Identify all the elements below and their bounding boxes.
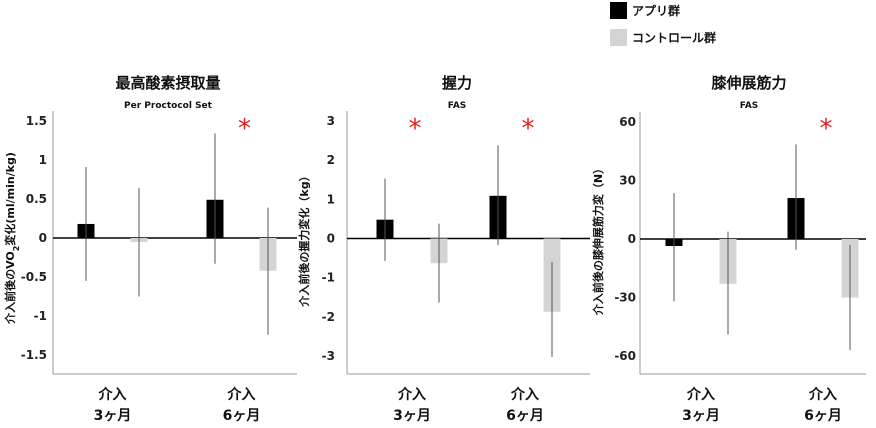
- y-tick-label: 0: [327, 232, 335, 246]
- y-tick-label: 60: [619, 115, 636, 129]
- chart-title: 膝伸展筋力: [711, 74, 786, 92]
- chart-subtitle: Per Proctocol Set: [124, 101, 213, 111]
- category-label-line2: 3ヶ月: [393, 408, 431, 424]
- y-axis-label: 介入前後の握力変化（kg）: [297, 170, 311, 307]
- y-tick-label: -2: [322, 310, 335, 324]
- category-label-line2: 3ヶ月: [682, 408, 720, 424]
- legend-label-1: アプリ群: [632, 3, 680, 18]
- chart-subtitle: FAS: [740, 101, 759, 111]
- chart-title: 最高酸素摂取量: [115, 74, 220, 92]
- y-tick-label: -1: [322, 271, 335, 285]
- category-label-line2: 3ヶ月: [94, 408, 132, 424]
- y-axis-label-part: 介入前後の握力変化（kg）: [297, 170, 311, 307]
- y-tick-label: 2: [327, 153, 335, 167]
- y-tick-label: 0: [39, 231, 47, 245]
- y-tick-label: -0.5: [21, 270, 47, 284]
- category-label-line1: 介入: [98, 386, 127, 403]
- category-label-line1: 介入: [397, 386, 426, 403]
- legend-swatch-1: [610, 2, 627, 19]
- y-tick-label: -1: [34, 309, 47, 323]
- y-tick-label: 1: [327, 192, 335, 206]
- y-tick-label: 0.5: [26, 192, 47, 206]
- legend-swatch-2: [610, 29, 627, 46]
- y-tick-label: -3: [322, 349, 335, 363]
- y-axis-label-part: 介入前後の膝伸展筋力変（N）: [591, 163, 605, 316]
- significance-star: *: [238, 114, 251, 144]
- legend-label-2: コントロール群: [632, 30, 716, 45]
- chart-subtitle: FAS: [448, 101, 467, 111]
- y-tick-label: 0: [628, 232, 636, 246]
- chart-title: 握力: [442, 74, 472, 92]
- category-label-line2: 6ヶ月: [804, 408, 842, 424]
- y-axis-label-part: 変化(ml/min/kg): [3, 152, 17, 246]
- category-label-line1: 介入: [227, 386, 256, 403]
- significance-star: *: [409, 114, 422, 144]
- y-tick-label: 30: [619, 174, 636, 188]
- category-label-line1: 介入: [686, 386, 715, 403]
- significance-star: *: [820, 114, 833, 144]
- y-tick-label: -1.5: [21, 348, 47, 362]
- y-axis-label-part: 介入前後のVO: [3, 251, 17, 325]
- y-tick-label: -60: [614, 349, 636, 363]
- category-label-line1: 介入: [510, 386, 539, 403]
- chart-panel-1: 最高酸素摂取量 Per Proctocol Set -1.5 -1 -0.5 0 0.5 1 1…: [3, 74, 297, 424]
- y-axis-label: 介入前後の膝伸展筋力変（N）: [591, 163, 605, 316]
- y-axis-label-part: 2: [12, 246, 21, 252]
- significance-star: *: [522, 114, 535, 144]
- category-label-line2: 6ヶ月: [506, 408, 544, 424]
- chart-panel-2: 握力 FAS -3 -2 -1 0 1 2 3 介入前後の握力変化（kg） * * 介入 3ヶ月 介入 6ヶ月: [297, 74, 590, 424]
- y-tick-label: 1.5: [26, 114, 47, 128]
- y-tick-label: -30: [614, 291, 636, 305]
- chart-panel-3: 膝伸展筋力 FAS -60 -30 0 30 60 介入前後の膝伸展筋力変（N） * 介入 3ヶ月 介…: [591, 74, 866, 424]
- category-label-line2: 6ヶ月: [223, 408, 261, 424]
- y-axis-label: 介入前後のVO2変化(ml/min/kg): [3, 152, 21, 325]
- y-tick-label: 1: [39, 153, 47, 167]
- category-label-line1: 介入: [808, 386, 837, 403]
- y-tick-label: 3: [327, 114, 335, 128]
